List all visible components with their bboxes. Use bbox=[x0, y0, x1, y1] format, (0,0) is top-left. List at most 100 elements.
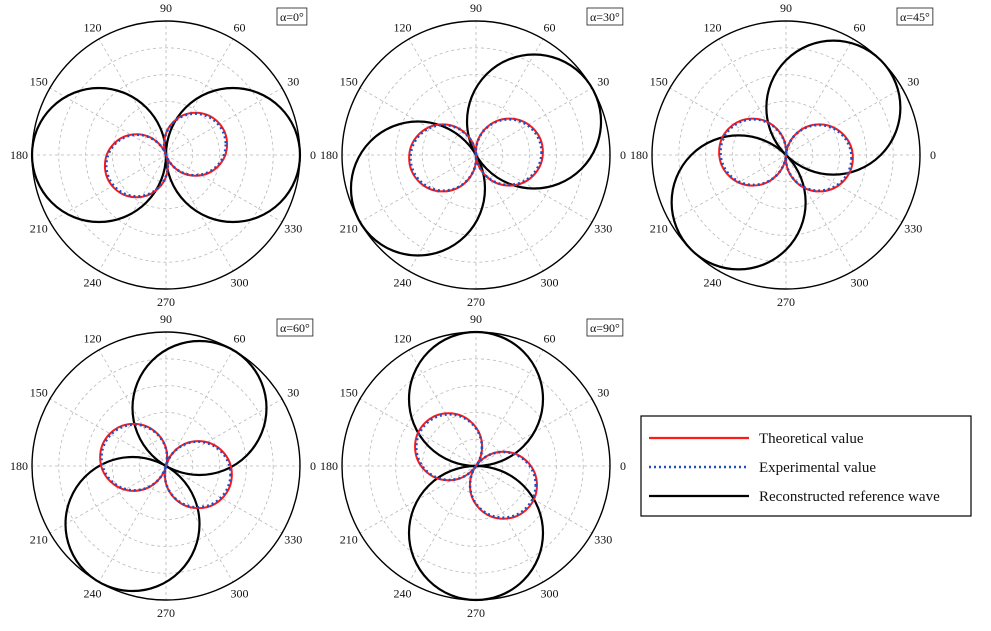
grid-ring bbox=[58, 358, 274, 574]
grid-spoke bbox=[785, 38, 854, 156]
angle-tick-label: 120 bbox=[394, 21, 412, 35]
grid-spoke bbox=[475, 465, 544, 583]
angle-tick-label: 120 bbox=[704, 21, 722, 35]
angle-tick-label: 30 bbox=[907, 75, 919, 89]
grid-ring bbox=[678, 47, 894, 263]
grid-ring bbox=[732, 101, 841, 209]
angle-tick-label: 240 bbox=[394, 275, 412, 289]
angle-tick-label: 330 bbox=[284, 222, 302, 236]
grid-spoke bbox=[165, 398, 283, 467]
reference-lobe bbox=[670, 134, 807, 271]
legend: Theoretical value Experimental value Rec… bbox=[640, 415, 972, 517]
angle-tick-label: 300 bbox=[851, 275, 869, 289]
polar-plot-1: 0 30 60 90 120 150 180 210 240 270 300 330 α=0° bbox=[10, 1, 316, 309]
grid-spoke bbox=[49, 87, 167, 156]
angle-tick-label: 300 bbox=[541, 275, 559, 289]
experimental-lobe bbox=[163, 440, 232, 509]
grid-spoke bbox=[359, 154, 477, 223]
polar-frame bbox=[31, 331, 301, 601]
angle-tick-label: 180 bbox=[320, 148, 338, 162]
angle-tick-label: 300 bbox=[541, 586, 559, 600]
reference-lobe bbox=[64, 455, 201, 593]
angle-tick-label: 210 bbox=[30, 533, 48, 547]
experimental-lobe bbox=[104, 133, 170, 198]
angle-tick-label: 180 bbox=[10, 459, 28, 473]
angle-tick-label: 150 bbox=[340, 75, 358, 89]
grid-spoke bbox=[165, 349, 234, 467]
angle-tick-label: 120 bbox=[84, 21, 102, 35]
angle-tick-label: 150 bbox=[30, 386, 48, 400]
grid-spoke bbox=[165, 154, 283, 223]
angle-tick-label: 330 bbox=[284, 533, 302, 547]
grid-ring bbox=[421, 101, 530, 209]
angle-tick-label: 90 bbox=[160, 312, 172, 326]
angle-tick-label: 0 bbox=[310, 148, 316, 162]
experimental-lobe bbox=[409, 123, 478, 192]
polar-frame bbox=[341, 20, 611, 290]
angle-tick-label: 300 bbox=[231, 586, 249, 600]
grid-spoke bbox=[49, 154, 167, 223]
reference-lobe bbox=[465, 53, 603, 190]
alpha-label: α=0° bbox=[280, 10, 304, 24]
angle-tick-label: 0 bbox=[310, 459, 316, 473]
grid-spoke bbox=[408, 465, 477, 583]
angle-tick-label: 180 bbox=[630, 148, 648, 162]
angle-tick-label: 60 bbox=[234, 332, 246, 346]
polar-plot-4: 0 30 60 90 120 150 180 210 240 270 300 330 α=60° bbox=[10, 312, 316, 620]
angle-tick-label: 60 bbox=[544, 332, 556, 346]
angle-tick-label: 60 bbox=[544, 21, 556, 35]
grid-ring bbox=[58, 47, 274, 263]
grid-spoke bbox=[475, 38, 544, 156]
polar-plot-2: 0 30 60 90 120 150 180 210 240 270 300 330 α=30° bbox=[320, 1, 626, 309]
angle-tick-label: 210 bbox=[340, 222, 358, 236]
angle-tick-label: 30 bbox=[287, 386, 299, 400]
grid-spoke bbox=[475, 349, 544, 467]
grid-spoke bbox=[669, 87, 787, 156]
grid-spoke bbox=[718, 154, 787, 272]
alpha-label: α=45° bbox=[900, 10, 930, 24]
angle-tick-label: 120 bbox=[84, 332, 102, 346]
experimental-lobe bbox=[100, 423, 169, 492]
alpha-label-box bbox=[586, 318, 624, 337]
grid-spoke bbox=[408, 349, 477, 467]
grid-spoke bbox=[49, 465, 167, 534]
alpha-label: α=60° bbox=[280, 321, 310, 335]
grid-ring bbox=[368, 47, 584, 263]
experimental-lobe bbox=[414, 413, 484, 482]
angle-tick-label: 270 bbox=[157, 606, 175, 620]
grid-spoke bbox=[408, 154, 477, 272]
grid-ring bbox=[112, 101, 220, 209]
alpha-label-box bbox=[586, 7, 624, 26]
experimental-lobe bbox=[468, 450, 538, 519]
angle-tick-label: 330 bbox=[594, 222, 612, 236]
alpha-label-box bbox=[896, 7, 934, 26]
grid-spoke bbox=[669, 154, 787, 223]
angle-tick-label: 0 bbox=[620, 459, 626, 473]
experimental-lobe bbox=[719, 118, 788, 187]
angle-tick-label: 240 bbox=[704, 275, 722, 289]
legend-label-reference: Reconstructed reference wave bbox=[759, 489, 940, 505]
angle-tick-label: 240 bbox=[394, 586, 412, 600]
grid-spoke bbox=[165, 87, 283, 156]
angle-tick-label: 330 bbox=[594, 533, 612, 547]
polar-plot-3: 0 30 60 90 120 150 180 210 240 270 300 330 α=45° bbox=[630, 1, 936, 309]
plots-layer: 0 30 60 90 120 150 180 210 240 270 300 330 α=0° 0 30 60… bbox=[10, 1, 936, 620]
angle-tick-label: 210 bbox=[650, 222, 668, 236]
alpha-label-box bbox=[276, 7, 308, 26]
angle-tick-label: 150 bbox=[650, 75, 668, 89]
grid-spoke bbox=[475, 87, 593, 156]
angle-tick-label: 300 bbox=[231, 275, 249, 289]
angle-tick-label: 60 bbox=[854, 21, 866, 35]
angle-tick-label: 90 bbox=[470, 1, 482, 15]
legend-label-experimental: Experimental value bbox=[759, 460, 876, 476]
angle-tick-label: 120 bbox=[394, 332, 412, 346]
angle-tick-label: 210 bbox=[340, 533, 358, 547]
grid-spoke bbox=[785, 154, 854, 272]
experimental-lobe bbox=[784, 123, 853, 192]
grid-spoke bbox=[718, 38, 787, 156]
grid-spoke bbox=[785, 87, 903, 156]
angle-tick-label: 0 bbox=[930, 148, 936, 162]
angle-tick-label: 90 bbox=[470, 312, 482, 326]
